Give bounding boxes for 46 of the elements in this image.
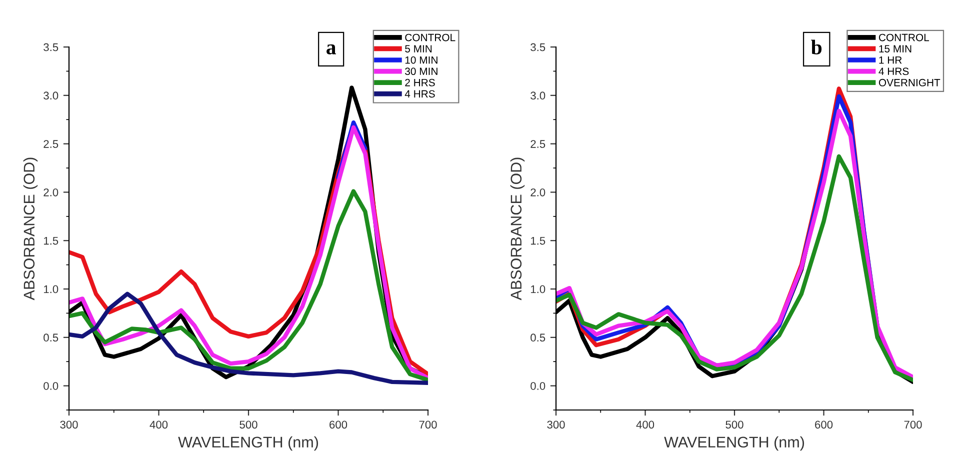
x-axis-title: WAVELENGTH (nm) [664,436,804,451]
y-tick-label: 1.0 [44,285,58,294]
y-tick-label: 0.5 [44,334,58,342]
legend-label: 15 MIN [879,45,912,52]
legend-label: 4 HRS [878,68,909,76]
y-tick-label: 2.0 [530,188,546,196]
legend-label: 10 MIN [405,56,438,64]
y-tick-label: 3.5 [44,43,58,52]
y-tick-label: 3.0 [530,92,546,100]
legend-label: 5 MIN [405,45,432,52]
annotation: b [811,40,822,54]
y-axis-title: ABSORBANCE (OD) [510,158,525,300]
annotation: a [326,44,336,54]
x-tick-label: 700 [904,420,922,429]
legend-label: 4 HRS [404,90,435,98]
y-tick-label: 3.0 [44,92,58,100]
y-tick-label: 2.0 [44,188,58,196]
legend-label: 2 HRS [405,78,435,86]
legend-label: 30 MIN [405,68,438,76]
x-tick-label: 400 [636,420,654,429]
x-tick-label: 300 [547,420,565,429]
y-tick-label: 0.0 [530,382,546,390]
x-tick-label: 400 [150,420,168,429]
x-tick-label: 500 [726,420,744,429]
legend-label: OVERNIGHT [878,78,940,86]
y-tick-label: 1.5 [530,236,546,245]
x-tick-label: 300 [60,420,78,429]
y-tick-label: 1.5 [44,236,58,245]
x-axis-title: WAVELENGTH (nm) [178,436,318,451]
line-series [69,189,428,382]
line-series [556,154,913,382]
legend-label: CONTROL [878,34,930,42]
y-tick-label: 2.5 [530,140,546,148]
y-tick-label: 1.0 [530,285,546,294]
y-tick-label: 0.0 [44,382,58,390]
y-tick-label: 0.5 [530,334,546,342]
x-tick-label: 700 [419,420,437,429]
x-tick-label: 600 [330,420,348,429]
legend-label: 1 HR [879,56,902,64]
x-tick-label: 600 [815,420,833,429]
legend-label: CONTROL [405,34,456,42]
y-tick-label: 2.5 [44,140,58,148]
x-tick-label: 500 [240,420,258,429]
line-series [69,292,428,385]
y-axis-title: ABSORBANCE (OD) [23,158,38,300]
y-tick-label: 3.5 [530,43,546,52]
